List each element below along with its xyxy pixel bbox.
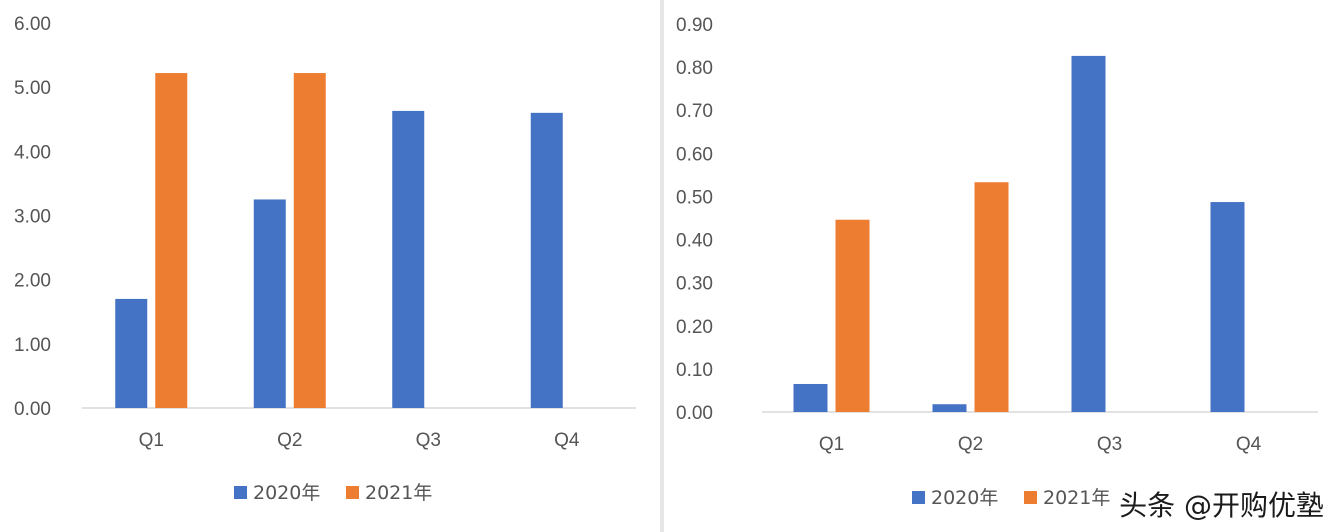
bar-2020年-Q1 bbox=[793, 383, 828, 412]
bar-2020年-Q3 bbox=[392, 110, 425, 409]
bar-2020年-Q4 bbox=[530, 112, 563, 408]
watermark: 头条 @开购优塾 bbox=[1119, 489, 1324, 522]
y-tick-label: 3.00 bbox=[14, 207, 51, 228]
y-tick-label: 0.60 bbox=[676, 144, 713, 165]
y-tick-label: 2.00 bbox=[14, 271, 51, 292]
y-tick-label: 0.90 bbox=[676, 15, 713, 36]
legend-label: 2021年 bbox=[365, 482, 432, 504]
bar-2021年-Q1 bbox=[155, 73, 188, 409]
bar-2021年-Q2 bbox=[293, 73, 326, 409]
panel-divider bbox=[660, 0, 664, 532]
chart-left: 0.00 1.00 2.00 3.00 4.00 5.00 6.00 Q1 Q2 Q3 Q4 2020… bbox=[14, 14, 636, 504]
x-tick-label: Q3 bbox=[1097, 434, 1122, 455]
bar-2020年-Q2 bbox=[932, 404, 967, 412]
chart-left-panel: 0.00 1.00 2.00 3.00 4.00 5.00 6.00 Q1 Q2 Q3 Q4 2020… bbox=[0, 0, 660, 532]
y-tick-label: 0.00 bbox=[676, 403, 713, 424]
chart-right: 0.00 0.10 0.20 0.30 0.40 0.50 0.60 0.70 0.80 0.90… bbox=[676, 15, 1318, 509]
y-tick-label: 0.20 bbox=[676, 317, 713, 338]
legend-swatch bbox=[912, 491, 925, 504]
legend-swatch bbox=[1024, 491, 1037, 504]
bar-2020年-Q4 bbox=[1210, 202, 1245, 412]
bar-2021年-Q2 bbox=[974, 182, 1009, 412]
bar-2020年-Q2 bbox=[253, 199, 286, 408]
y-tick-label: 0.80 bbox=[676, 58, 713, 79]
y-tick-label: 4.00 bbox=[14, 142, 51, 163]
x-tick-label: Q1 bbox=[819, 434, 844, 455]
x-tick-label: Q3 bbox=[416, 430, 441, 451]
y-tick-label: 0.30 bbox=[676, 274, 713, 295]
x-tick-label: Q1 bbox=[139, 430, 164, 451]
x-tick-label: Q2 bbox=[277, 430, 302, 451]
bar-2021年-Q1 bbox=[835, 219, 870, 412]
legend-label: 2021年 bbox=[1043, 487, 1110, 509]
legend-swatch bbox=[234, 486, 247, 499]
chart-right-panel: 0.00 0.10 0.20 0.30 0.40 0.50 0.60 0.70 0.80 0.90… bbox=[664, 0, 1332, 532]
y-tick-label: 0.50 bbox=[676, 187, 713, 208]
y-tick-label: 0.70 bbox=[676, 101, 713, 122]
y-tick-label: 0.00 bbox=[14, 399, 51, 420]
y-tick-label: 1.00 bbox=[14, 335, 51, 356]
x-tick-label: Q4 bbox=[554, 430, 580, 451]
legend-swatch bbox=[346, 486, 359, 499]
bar-2020年-Q1 bbox=[115, 298, 148, 408]
x-tick-label: Q2 bbox=[958, 434, 983, 455]
y-tick-label: 0.10 bbox=[676, 360, 713, 381]
y-tick-label: 0.40 bbox=[676, 231, 713, 252]
legend-label: 2020年 bbox=[253, 482, 320, 504]
y-tick-label: 6.00 bbox=[14, 14, 51, 35]
legend-label: 2020年 bbox=[931, 487, 998, 509]
x-tick-label: Q4 bbox=[1236, 434, 1262, 455]
bar-2020年-Q3 bbox=[1071, 55, 1106, 412]
y-tick-label: 5.00 bbox=[14, 78, 51, 99]
